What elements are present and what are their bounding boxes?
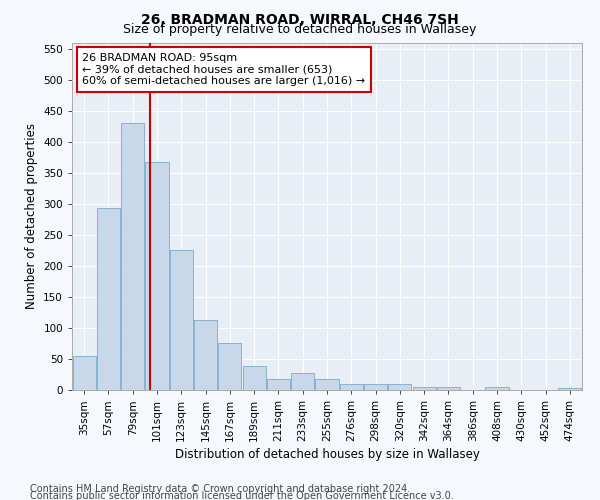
- Text: Size of property relative to detached houses in Wallasey: Size of property relative to detached ho…: [124, 22, 476, 36]
- Text: 26, BRADMAN ROAD, WIRRAL, CH46 7SH: 26, BRADMAN ROAD, WIRRAL, CH46 7SH: [141, 12, 459, 26]
- Bar: [413, 387, 436, 390]
- Bar: [388, 384, 412, 390]
- Y-axis label: Number of detached properties: Number of detached properties: [25, 123, 38, 309]
- Bar: [364, 384, 387, 390]
- Bar: [316, 379, 338, 390]
- Bar: [218, 344, 241, 390]
- X-axis label: Distribution of detached houses by size in Wallasey: Distribution of detached houses by size …: [175, 448, 479, 461]
- Bar: [485, 387, 509, 390]
- Bar: [291, 372, 314, 390]
- Bar: [121, 123, 144, 390]
- Bar: [340, 384, 363, 390]
- Bar: [194, 320, 217, 390]
- Bar: [145, 162, 169, 390]
- Bar: [170, 250, 193, 390]
- Text: Contains HM Land Registry data © Crown copyright and database right 2024.: Contains HM Land Registry data © Crown c…: [30, 484, 410, 494]
- Text: 26 BRADMAN ROAD: 95sqm
← 39% of detached houses are smaller (653)
60% of semi-de: 26 BRADMAN ROAD: 95sqm ← 39% of detached…: [82, 53, 365, 86]
- Bar: [559, 388, 581, 390]
- Bar: [437, 387, 460, 390]
- Text: Contains public sector information licensed under the Open Government Licence v3: Contains public sector information licen…: [30, 491, 454, 500]
- Bar: [242, 366, 266, 390]
- Bar: [73, 356, 95, 390]
- Bar: [267, 379, 290, 390]
- Bar: [97, 208, 120, 390]
